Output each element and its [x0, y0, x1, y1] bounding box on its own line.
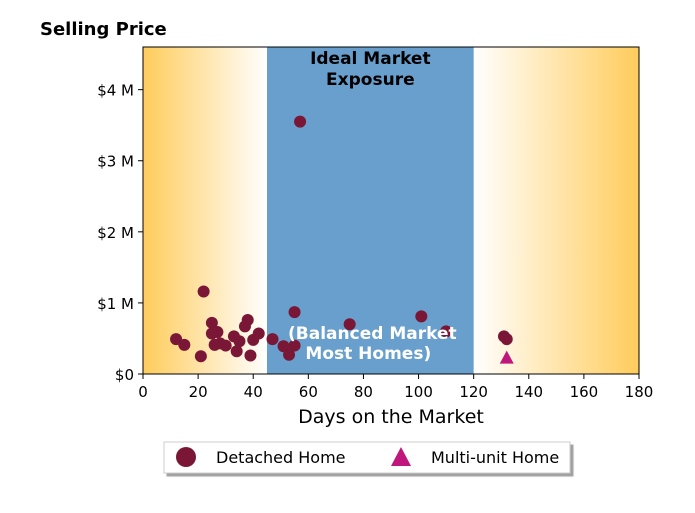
detached-home-point — [415, 310, 428, 323]
detached-home-point — [219, 339, 232, 352]
x-tick-label: 40 — [244, 383, 263, 401]
legend-label-detached-home: Detached Home — [216, 448, 346, 467]
x-tick-label: 0 — [138, 383, 148, 401]
y-tick-label: $1 M — [97, 295, 134, 313]
detached-home-point — [440, 325, 453, 338]
detached-home-point — [178, 338, 191, 351]
plot-area — [142, 46, 640, 375]
detached-home-point — [288, 339, 301, 352]
y-tick-label: $4 M — [97, 82, 134, 100]
detached-home-point — [194, 350, 207, 363]
multi-unit-home-point — [499, 350, 514, 364]
x-tick-label: 100 — [404, 383, 433, 401]
detached-home-point — [205, 316, 218, 329]
detached-home-point — [294, 115, 307, 128]
y-tick-label: $0 — [115, 366, 134, 384]
detached-home-point — [288, 306, 301, 319]
x-axis: 0 20 40 60 80 100 120 140 160 180 — [138, 374, 653, 401]
detached-home-point — [266, 333, 279, 346]
legend: Detached Home Multi-unit Home — [163, 441, 571, 474]
detached-home-point — [343, 318, 356, 331]
band-title-line1: Ideal Market — [310, 49, 431, 69]
legend-marker-multi-unit-home — [391, 447, 411, 466]
legend-label-multi-unit-home: Multi-unit Home — [431, 448, 559, 467]
band-note-line1: (Balanced Market — [288, 324, 457, 344]
chart-title: Selling Price — [40, 19, 167, 40]
right-gradient-region — [473, 47, 639, 374]
y-axis: $0 $1 M $2 M $3 M $4 M — [97, 82, 143, 384]
x-axis-label: Days on the Market — [298, 406, 484, 428]
detached-home-point — [233, 335, 246, 348]
legend-marker-detached-home — [176, 447, 196, 467]
x-tick-label: 140 — [514, 383, 543, 401]
detached-home-point — [211, 326, 224, 339]
x-tick-label: 20 — [189, 383, 208, 401]
detached-home-point — [244, 349, 257, 362]
detached-home-point — [197, 285, 210, 298]
x-tick-label: 60 — [299, 383, 318, 401]
detached-home-point — [241, 313, 254, 326]
detached-home-point — [277, 340, 290, 353]
x-tick-label: 160 — [570, 383, 599, 401]
legend-box — [163, 441, 571, 474]
band-title-line2: Exposure — [326, 70, 415, 90]
x-tick-label: 120 — [459, 383, 488, 401]
ideal-market-band — [267, 47, 474, 374]
detached-home-point — [500, 333, 513, 346]
points-layer — [170, 115, 514, 364]
detached-home-point — [252, 327, 265, 340]
plot-frame — [142, 46, 640, 375]
y-tick-label: $2 M — [97, 224, 134, 242]
x-tick-label: 80 — [354, 383, 373, 401]
detached-home-point — [283, 348, 296, 361]
y-tick-label: $3 M — [97, 153, 134, 171]
detached-home-point — [230, 345, 243, 358]
band-note-line2: Most Homes) — [305, 344, 431, 364]
x-tick-label: 180 — [625, 383, 654, 401]
